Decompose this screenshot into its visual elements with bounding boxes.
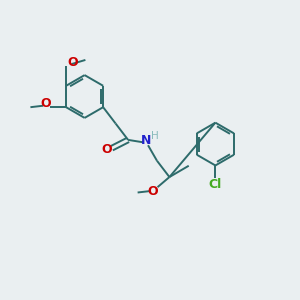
Text: O: O bbox=[40, 97, 51, 110]
Text: O: O bbox=[148, 184, 158, 197]
Text: O: O bbox=[101, 143, 112, 156]
Text: N: N bbox=[141, 134, 152, 147]
Text: Cl: Cl bbox=[209, 178, 222, 191]
Text: O: O bbox=[67, 56, 78, 69]
Text: H: H bbox=[151, 131, 159, 141]
